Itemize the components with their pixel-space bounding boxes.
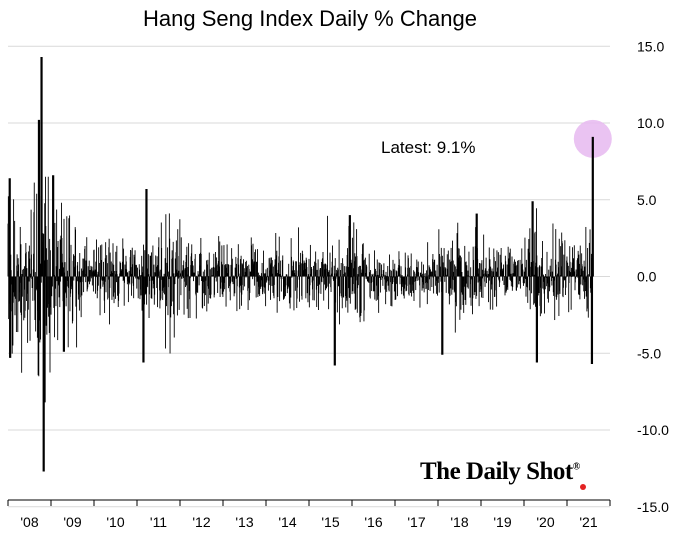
- x-tick-label: '18: [450, 514, 468, 530]
- y-tick-label: -10.0: [637, 422, 669, 438]
- x-tick-label: '17: [407, 514, 425, 530]
- x-tick-label: '14: [278, 514, 296, 530]
- x-tick-label: '19: [493, 514, 511, 530]
- the-daily-shot-logo: The Daily Shot®: [420, 458, 580, 486]
- x-tick-label: '13: [235, 514, 253, 530]
- y-tick-label: 10.0: [637, 115, 664, 131]
- x-tick-label: '16: [364, 514, 382, 530]
- y-tick-label: 15.0: [637, 38, 664, 54]
- watermark-reg-mark: ®: [572, 461, 580, 473]
- chart-title: Hang Seng Index Daily % Change: [143, 6, 477, 31]
- x-tick-label: '15: [321, 514, 339, 530]
- x-tick-label: '08: [20, 514, 38, 530]
- x-tick-label: '20: [536, 514, 554, 530]
- y-tick-label: -15.0: [637, 499, 669, 515]
- daily-change-bars: [7, 56, 594, 472]
- x-tick-label: '12: [192, 514, 210, 530]
- x-tick-label: '10: [106, 514, 124, 530]
- x-tick-label: '21: [579, 514, 597, 530]
- watermark-text: The Daily Shot: [420, 458, 573, 485]
- x-tick-label: '11: [150, 514, 167, 530]
- x-axis: '08 '09 '10 '11 '12 '13 '14 '15 '16 '17 '18 '19 '20 '…: [7, 499, 611, 530]
- latest-annotation: Latest: 9.1%: [381, 138, 476, 157]
- x-tick-label: '09: [63, 514, 81, 530]
- y-tick-label: -5.0: [637, 345, 661, 361]
- logo-dot: [580, 484, 586, 490]
- y-axis: 15.0 10.0 5.0 0.0 -5.0 -10.0 -15.0: [637, 38, 669, 515]
- y-tick-label: 0.0: [637, 269, 657, 285]
- y-tick-label: 5.0: [637, 192, 657, 208]
